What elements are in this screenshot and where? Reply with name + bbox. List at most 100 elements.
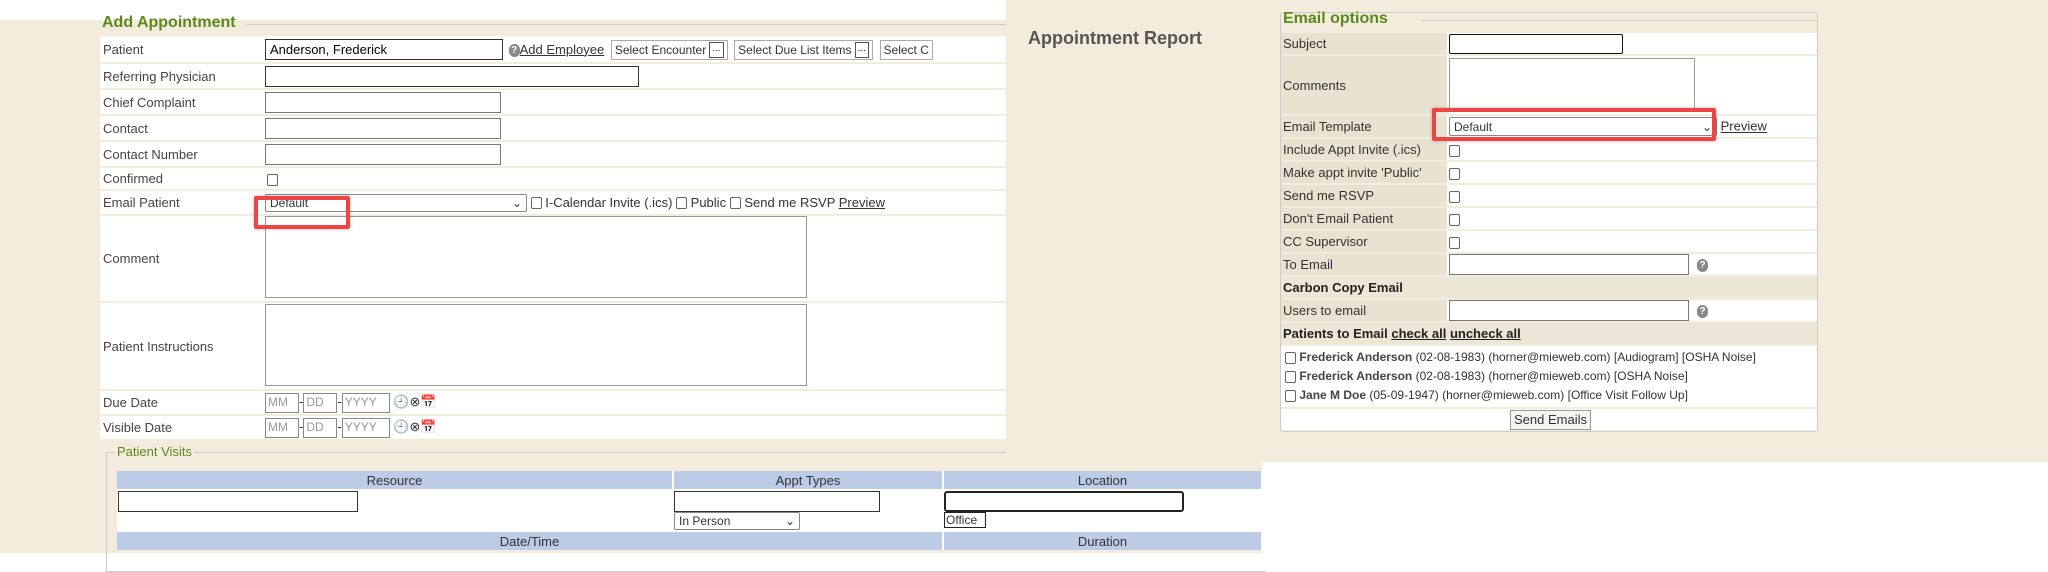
chief-complaint-input[interactable] [265, 91, 501, 113]
patient-list-item[interactable]: Frederick Anderson (02-08-1983) (horner@… [1285, 367, 1813, 386]
email-options-fieldset: Email options Subject Comments Email Tem… [1280, 10, 1818, 432]
select-c-button[interactable]: Select C [879, 39, 933, 60]
contact-label: Contact [100, 116, 262, 140]
make-public-checkbox[interactable] [1449, 167, 1460, 180]
help-icon[interactable]: ? [1697, 259, 1708, 273]
patient-list-item[interactable]: Frederick Anderson (02-08-1983) (horner@… [1285, 348, 1813, 367]
visible-date-label: Visible Date [100, 416, 262, 439]
clock-icon[interactable]: 🕘 [393, 394, 410, 410]
location-header: Location [943, 471, 1263, 489]
appt-types-header: Appt Types [673, 471, 944, 489]
clear-icon[interactable]: ⊗ [409, 394, 421, 410]
users-to-email-input[interactable] [1449, 300, 1689, 321]
patient-instructions-textarea[interactable] [265, 303, 807, 386]
preview-link[interactable]: Preview [1720, 118, 1767, 134]
add-appointment-legend: Add Appointment [100, 14, 1262, 38]
check-all-link[interactable]: check all [1391, 326, 1447, 341]
help-icon[interactable]: ? [508, 43, 520, 57]
rsvp-label: Send me RSVP [744, 194, 836, 210]
due-year-input[interactable]: YYYY [341, 392, 390, 413]
patient-label: Patient [100, 36, 262, 62]
visible-day-input[interactable]: DD [303, 417, 338, 438]
visible-month-input[interactable]: MM [265, 417, 299, 438]
help-icon[interactable]: ? [1697, 305, 1708, 319]
comments-textarea[interactable] [1449, 57, 1695, 110]
chevron-down-icon: ⌄ [784, 514, 795, 528]
patient-checkbox[interactable] [1285, 351, 1296, 364]
referring-physician-input[interactable] [265, 65, 639, 87]
resource-header: Resource [117, 471, 674, 489]
chevron-down-icon: ⌄ [511, 195, 522, 210]
uncheck-all-link[interactable]: uncheck all [1449, 326, 1521, 341]
patient-input[interactable] [265, 38, 503, 60]
comment-label: Comment [100, 216, 262, 301]
contact-input[interactable] [265, 117, 501, 139]
confirmed-label: Confirmed [100, 168, 262, 189]
contact-number-input[interactable] [265, 143, 501, 165]
chevron-down-icon: ⌄ [1701, 119, 1712, 134]
due-month-input[interactable]: MM [265, 392, 299, 413]
calendar-icon[interactable]: 📅 [420, 419, 437, 435]
due-date-label: Due Date [100, 391, 262, 414]
appt-type-select[interactable]: In Person ⌄ [674, 512, 800, 530]
public-checkbox[interactable] [676, 197, 688, 210]
email-options-table: Subject Comments Email Template Default ⌄ … [1281, 31, 1817, 432]
chief-complaint-label: Chief Complaint [100, 90, 262, 114]
referring-label: Referring Physician [100, 64, 262, 88]
subject-input[interactable] [1449, 33, 1623, 54]
add-employee-link[interactable]: Add Employee [519, 41, 605, 57]
email-patient-label: Email Patient [100, 191, 262, 214]
patient-visits-table: Resource Appt Types Location In Person ⌄ Of… [117, 471, 1263, 550]
comment-textarea[interactable] [265, 216, 807, 298]
preview-link[interactable]: Preview [838, 194, 886, 210]
include-invite-checkbox[interactable] [1449, 144, 1460, 157]
highlight-box [254, 196, 350, 229]
location-input[interactable] [944, 491, 1184, 512]
dont-email-checkbox[interactable] [1449, 213, 1460, 226]
rsvp-checkbox[interactable] [1449, 190, 1460, 203]
to-email-input[interactable] [1449, 254, 1689, 275]
duration-header: Duration [943, 532, 1263, 550]
location-option[interactable]: Office [944, 512, 986, 528]
carbon-copy-heading: Carbon Copy Email [1281, 277, 1817, 298]
resource-input[interactable] [118, 491, 358, 512]
appt-type-input[interactable] [674, 491, 880, 512]
email-template-label: Email Template [1281, 116, 1447, 137]
date-time-header: Date/Time [117, 532, 944, 550]
email-options-legend: Email options [1281, 10, 1817, 34]
patient-visits-legend: Patient Visits [115, 444, 194, 459]
patient-visits-fieldset: Patient Visits Resource Appt Types Locatio… [106, 444, 1266, 572]
patient-checkbox[interactable] [1285, 370, 1296, 383]
patient-list-item[interactable]: Jane M Doe (05-09-1947) (horner@mieweb.c… [1285, 386, 1813, 405]
email-template-select[interactable]: Default ⌄ [1449, 117, 1717, 136]
appointment-report-panel: Appointment Report Email options Subject… [1006, 0, 2048, 462]
send-emails-button[interactable]: Send Emails [1510, 409, 1591, 430]
include-invite-label: Include Appt Invite (.ics) [1281, 139, 1447, 160]
public-label: Public [690, 194, 727, 210]
rsvp-checkbox[interactable] [729, 197, 741, 210]
clear-icon[interactable]: ⊗ [409, 419, 421, 435]
subject-label: Subject [1281, 33, 1447, 54]
calendar-icon[interactable]: 📅 [420, 394, 437, 410]
confirmed-checkbox[interactable] [267, 173, 278, 186]
select-due-list-button[interactable]: Select Due List Items... [734, 39, 873, 60]
due-day-input[interactable]: DD [303, 392, 338, 413]
dont-email-label: Don't Email Patient [1281, 208, 1447, 229]
to-email-label: To Email [1281, 254, 1447, 275]
clock-icon[interactable]: 🕘 [393, 419, 410, 435]
rsvp-label: Send me RSVP [1281, 185, 1447, 206]
icalendar-label: I-Calendar Invite (.ics) [545, 194, 673, 210]
cc-supervisor-label: CC Supervisor [1281, 231, 1447, 252]
visible-year-input[interactable]: YYYY [341, 417, 390, 438]
comments-label: Comments [1281, 56, 1447, 114]
make-public-label: Make appt invite 'Public' [1281, 162, 1447, 183]
select-encounter-button[interactable]: Select Encounter... [610, 39, 728, 60]
users-to-email-label: Users to email [1281, 300, 1447, 321]
patient-checkbox[interactable] [1285, 389, 1296, 402]
icalendar-checkbox[interactable] [530, 197, 542, 210]
cc-supervisor-checkbox[interactable] [1449, 236, 1460, 249]
appointment-report-title: Appointment Report [1028, 28, 1202, 48]
patient-instructions-label: Patient Instructions [100, 303, 262, 389]
contact-number-label: Contact Number [100, 142, 262, 166]
patients-to-email-heading: Patients to Email check all uncheck all [1281, 323, 1817, 344]
